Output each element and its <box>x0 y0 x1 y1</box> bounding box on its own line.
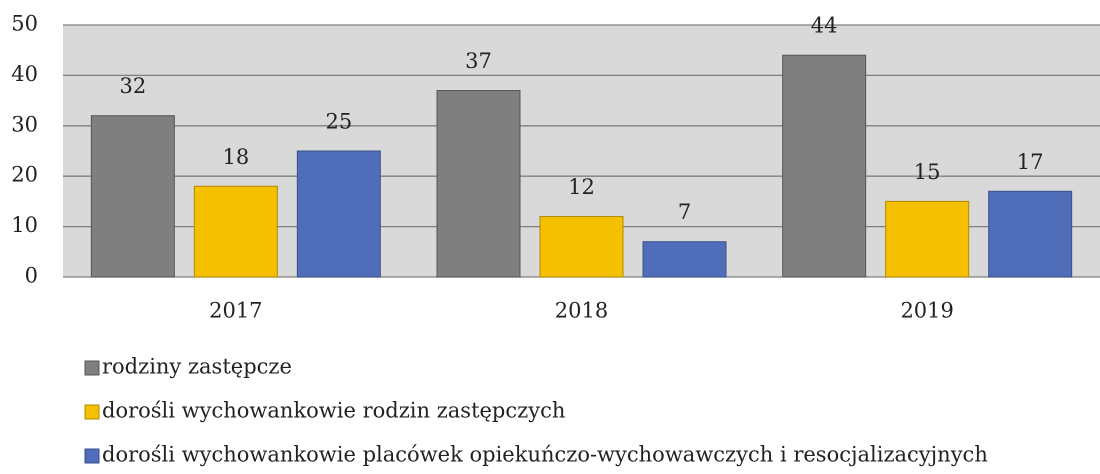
bar <box>296 150 381 278</box>
data-label: 25 <box>325 110 352 134</box>
y-tick-label: 30 <box>11 112 38 136</box>
legend-swatch <box>84 360 100 376</box>
data-label: 18 <box>222 145 249 169</box>
bar <box>885 200 970 278</box>
bar <box>782 54 867 278</box>
x-tick-label: 2017 <box>209 299 262 323</box>
x-tick-label: 2018 <box>555 299 608 323</box>
legend-label: dorośli wychowankowie placówek opiekuńcz… <box>102 443 988 467</box>
y-tick-label: 50 <box>11 12 38 36</box>
data-label: 17 <box>1017 150 1044 174</box>
data-label: 44 <box>811 14 838 38</box>
legend-label: dorośli wychowankowie rodzin zastępczych <box>102 399 565 423</box>
y-tick-label: 10 <box>11 213 38 237</box>
bar <box>90 115 175 278</box>
y-tick-label: 20 <box>11 163 38 187</box>
bar <box>539 216 624 278</box>
legend-swatch <box>84 448 100 464</box>
data-label: 15 <box>914 160 941 184</box>
legend-label: rodziny zastępcze <box>102 355 292 379</box>
data-label: 32 <box>119 74 146 98</box>
legend-swatch <box>84 404 100 420</box>
bar <box>642 241 727 278</box>
data-label: 7 <box>678 200 691 224</box>
y-tick-label: 40 <box>11 62 38 86</box>
bar <box>988 190 1073 278</box>
data-label: 37 <box>465 49 492 73</box>
y-tick-label: 0 <box>25 264 38 288</box>
data-label: 12 <box>568 175 595 199</box>
x-tick-label: 2019 <box>900 299 953 323</box>
bar <box>193 185 278 278</box>
bar <box>436 90 521 278</box>
